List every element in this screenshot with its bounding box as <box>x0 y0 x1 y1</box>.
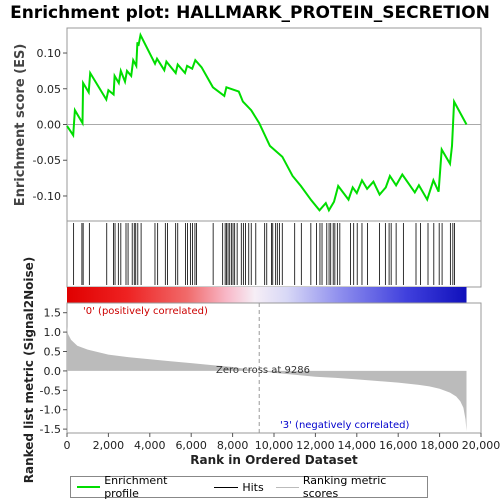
x-tick-label: 12,000 <box>296 439 335 452</box>
legend-ranking-swatch <box>275 486 299 488</box>
enrichment-profile-line <box>66 32 468 213</box>
x-tick-label: 4,000 <box>134 439 166 452</box>
metric-panel: -1.5 -1.0 -0.5 0.0 0.5 1.0 1.5 0 2,000 4,000 6,00… <box>40 302 500 452</box>
legend-enrichment: Enrichment profile <box>77 474 202 500</box>
legend-hits-swatch <box>214 486 239 488</box>
x-tick-label: 16,000 <box>379 439 418 452</box>
x-axis-label: Rank in Ordered Dataset <box>190 453 358 467</box>
es-y-axis-label: Enrichment score (ES) <box>13 44 28 207</box>
x-tick-label: 8,000 <box>217 439 249 452</box>
metric-y-tick-label: -1.5 <box>40 423 61 436</box>
metric-y-ticks: -1.5 -1.0 -0.5 0.0 0.5 1.0 1.5 <box>40 307 67 436</box>
positive-correlation-label: '0' (positively correlated) <box>83 306 208 317</box>
legend-ranking: Ranking metric scores <box>275 474 421 500</box>
hits-panel <box>66 220 482 288</box>
x-tick-label: 20,000 <box>462 439 500 452</box>
es-y-tick-label: 0.10 <box>37 47 62 60</box>
legend: Enrichment profile Hits Ranking metric s… <box>70 474 428 500</box>
legend-hits-label: Hits <box>242 480 264 494</box>
legend-hits: Hits <box>214 480 264 494</box>
legend-enrichment-label: Enrichment profile <box>104 474 168 500</box>
metric-y-tick-label: 1.0 <box>44 326 62 339</box>
metric-y-axis-label: Ranked list metric (Signal2Noise) <box>22 257 36 484</box>
es-panel: -0.10 -0.05 0.00 0.05 0.10 <box>33 27 482 222</box>
negative-correlation-label: '3' (negatively correlated) <box>280 420 409 431</box>
x-tick-label: 18,000 <box>420 439 459 452</box>
hits-plot-area <box>66 220 482 288</box>
legend-enrichment-swatch <box>77 486 101 488</box>
metric-y-tick-label: 1.5 <box>44 307 62 320</box>
hits-group <box>73 223 455 285</box>
rank-color-bar <box>67 287 467 303</box>
zero-cross-label: Zero cross at 9286 <box>216 365 310 376</box>
x-tick-label: 10,000 <box>255 439 294 452</box>
metric-y-tick-label: 0.5 <box>44 346 62 359</box>
x-tick-label: 14,000 <box>338 439 377 452</box>
es-y-tick-label: 0.00 <box>37 119 62 132</box>
metric-y-tick-label: 0.0 <box>44 365 62 378</box>
es-y-tick-label: -0.05 <box>33 154 61 167</box>
es-y-tick-label: -0.10 <box>33 190 61 203</box>
metric-y-tick-label: -1.0 <box>40 404 61 417</box>
x-axis-ticks: 0 2,000 4,000 6,000 8,000 10,000 12,000 14,000 1… <box>64 433 500 452</box>
x-tick-label: 2,000 <box>93 439 125 452</box>
plot-title: Enrichment plot: HALLMARK_PROTEIN_SECRET… <box>10 3 490 23</box>
legend-ranking-label: Ranking metric scores <box>302 474 387 500</box>
metric-y-tick-label: -0.5 <box>40 384 61 397</box>
ranking-metric-area <box>67 326 467 432</box>
x-tick-label: 0 <box>64 439 71 452</box>
es-y-ticks: -0.10 -0.05 0.00 0.05 0.10 <box>33 47 67 203</box>
es-y-tick-label: 0.05 <box>37 83 62 96</box>
x-tick-label: 6,000 <box>175 439 207 452</box>
